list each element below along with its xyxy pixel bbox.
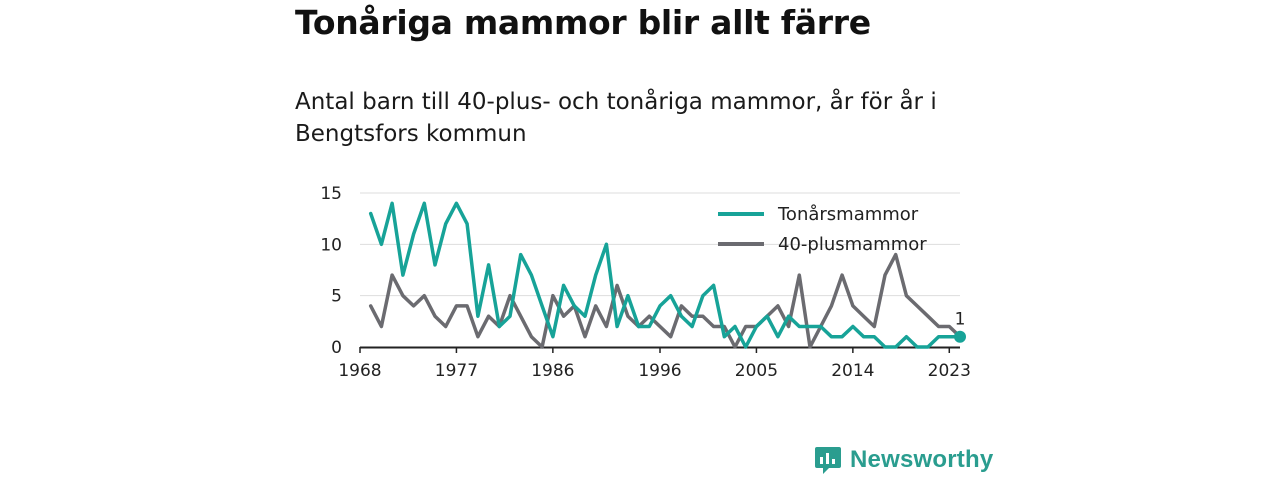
x-tick-label: 2005 [735,361,778,381]
brand-name: Newsworthy [850,446,994,473]
y-tick-label: 0 [331,338,342,358]
legend-label: Tonårsmammor [777,204,919,225]
x-tick-label: 1968 [338,361,381,381]
x-axis: 1968 1977 1986 1996 2005 2014 2023 [338,346,971,381]
x-tick-label: 1986 [531,361,574,381]
x-tick-label: 2023 [928,361,971,381]
x-tick-label: 1977 [435,361,478,381]
line-chart: 0 5 10 15 1968 1977 1986 1996 2005 2014 2023 Tonå… [320,184,971,381]
brand: Newsworthy [814,445,993,475]
legend: Tonårsmammor 40-plusmammor [718,204,927,255]
x-tick-label: 1996 [638,361,681,381]
y-tick-label: 10 [320,235,342,255]
series-line [368,252,962,349]
x-tick-label: 2014 [831,361,874,381]
series-line [368,201,962,349]
newsworthy-logo-icon [815,447,841,474]
y-axis-ticks: 0 5 10 15 [320,184,342,358]
y-tick-label: 15 [320,184,342,204]
end-point [954,330,966,343]
legend-label: 40-plusmammor [778,234,927,255]
end-value-label: 1 [955,310,966,330]
y-tick-label: 5 [331,287,342,307]
chart-title: Tonåriga mammor blir allt färre [295,3,871,42]
series-lines [368,201,962,349]
end-marker: 1 [954,310,966,343]
chart-subtitle: Antal barn till 40-plus- och tonåriga ma… [295,89,937,147]
